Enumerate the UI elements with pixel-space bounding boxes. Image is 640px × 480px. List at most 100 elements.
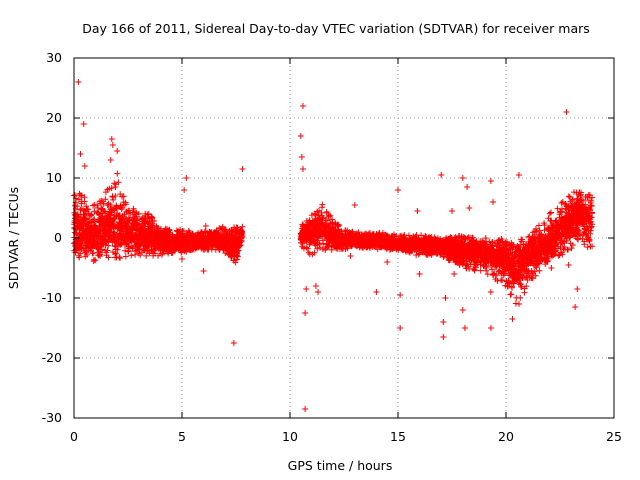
data-point: [111, 214, 118, 221]
data-point: [509, 246, 516, 253]
data-point: [230, 239, 237, 246]
data-point: [97, 217, 104, 224]
data-point: [159, 244, 166, 251]
data-point: [312, 211, 319, 218]
data-point: [236, 232, 243, 239]
data-point: [202, 243, 209, 250]
data-point: [587, 243, 594, 250]
data-point: [113, 254, 120, 261]
data-point: [148, 246, 155, 253]
data-point: [92, 230, 99, 237]
data-point: [88, 211, 95, 218]
data-point: [480, 262, 487, 269]
data-point: [156, 227, 163, 234]
data-point: [102, 189, 109, 196]
data-point: [87, 212, 94, 219]
data-point: [558, 239, 565, 246]
data-point: [106, 230, 113, 237]
data-point: [115, 179, 122, 186]
data-point: [232, 230, 239, 237]
data-point: [111, 180, 118, 187]
data-point: [112, 238, 119, 245]
data-point: [80, 220, 87, 227]
data-point: [233, 252, 240, 259]
data-point: [131, 211, 138, 218]
data-point: [233, 235, 240, 242]
data-point: [111, 207, 118, 214]
data-point: [158, 240, 165, 247]
data-point: [584, 244, 591, 251]
data-point: [541, 220, 548, 227]
data-point: [97, 246, 104, 253]
data-point: [477, 267, 484, 274]
data-point: [77, 211, 84, 218]
data-point: [105, 254, 112, 261]
data-point: [185, 227, 192, 234]
data-point: [84, 218, 91, 225]
data-point: [71, 191, 78, 198]
data-point: [143, 241, 150, 248]
data-point: [156, 246, 163, 253]
data-point: [77, 192, 84, 199]
data-point: [415, 251, 422, 258]
data-point: [103, 224, 110, 231]
data-point: [568, 245, 575, 252]
data-point: [210, 237, 217, 244]
data-point: [110, 196, 117, 203]
data-point: [495, 268, 502, 275]
data-point: [121, 236, 128, 243]
data-point: [193, 238, 200, 245]
data-point: [322, 246, 329, 253]
data-point: [541, 227, 548, 234]
data-point: [151, 218, 158, 225]
data-point: [529, 275, 536, 282]
data-point: [494, 277, 501, 284]
data-point: [223, 246, 230, 253]
data-point: [517, 294, 524, 301]
data-point: [578, 196, 585, 203]
data-point: [150, 241, 157, 248]
data-point: [221, 226, 228, 233]
data-point: [174, 233, 181, 240]
data-point: [117, 240, 124, 247]
data-point: [526, 238, 533, 245]
data-point: [362, 231, 369, 238]
data-point: [79, 229, 86, 236]
data-point: [227, 242, 234, 249]
data-point: [584, 209, 591, 216]
data-point: [571, 189, 578, 196]
data-point: [217, 225, 224, 232]
data-point: [81, 221, 88, 228]
data-point: [575, 236, 582, 243]
data-point: [132, 213, 139, 220]
data-point: [168, 249, 175, 256]
data-point: [121, 219, 128, 226]
data-point: [136, 228, 143, 235]
data-point: [132, 220, 139, 227]
data-point: [228, 254, 235, 261]
data-point: [181, 248, 188, 255]
data-point: [139, 235, 146, 242]
data-point: [237, 226, 244, 233]
data-point: [558, 199, 565, 206]
data-point: [316, 241, 323, 248]
data-point: [130, 205, 137, 212]
data-point: [516, 263, 523, 270]
data-point: [80, 235, 87, 242]
data-point: [98, 213, 105, 220]
data-point: [143, 233, 150, 240]
data-point: [107, 201, 114, 208]
data-point: [188, 237, 195, 244]
data-point: [581, 241, 588, 248]
data-point: [166, 226, 173, 233]
data-point: [497, 239, 504, 246]
data-point: [177, 244, 184, 251]
data-point: [559, 251, 566, 258]
data-point: [317, 244, 324, 251]
data-point: [565, 193, 572, 200]
data-point: [460, 233, 467, 240]
data-point: [186, 231, 193, 238]
data-point: [129, 235, 136, 242]
data-point: [107, 225, 114, 232]
data-point: [94, 204, 101, 211]
